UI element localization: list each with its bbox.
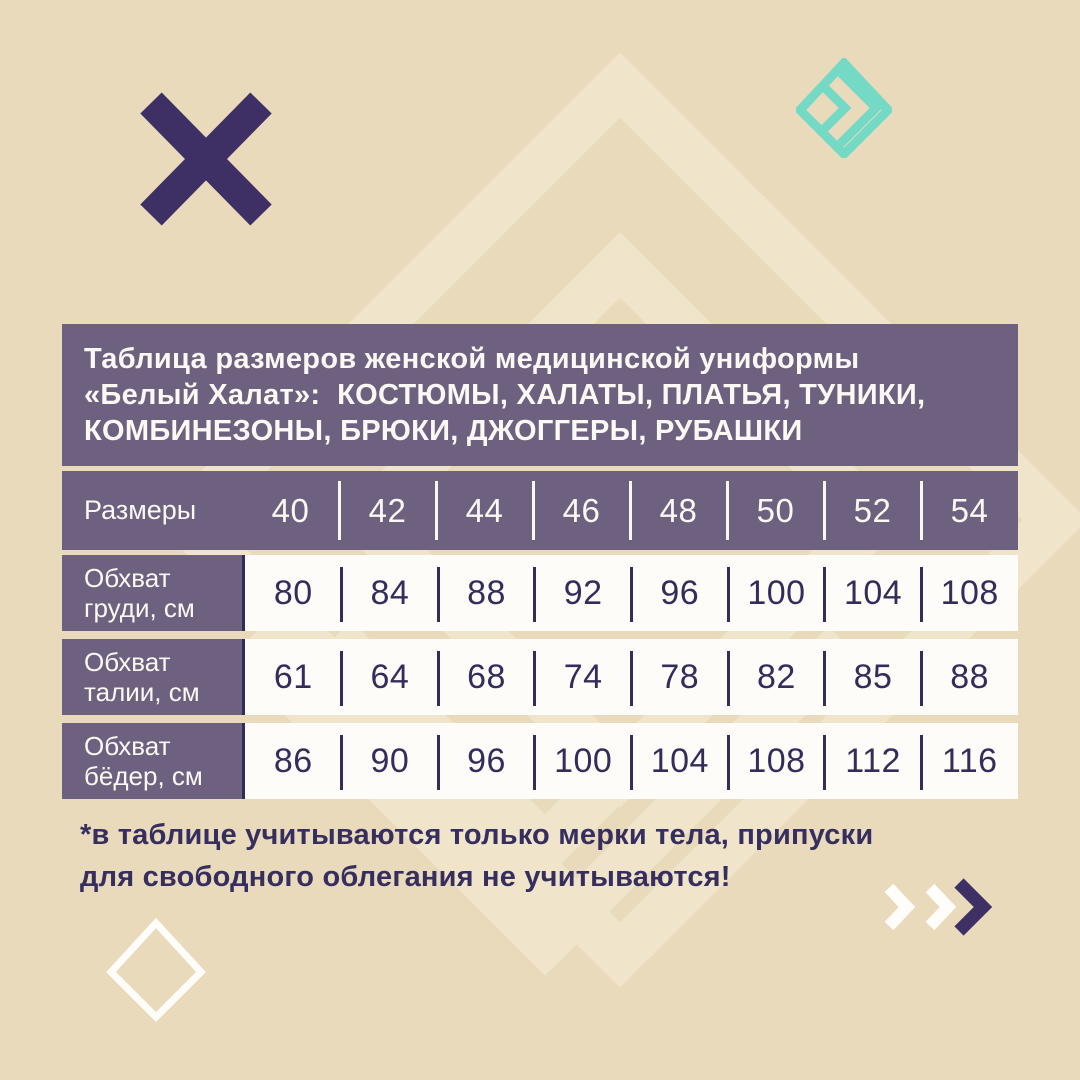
chest-measurement-row: Обхват груди, см 80 84 88 92 96 100 104 … — [62, 555, 1018, 631]
value-cell: 86 — [273, 741, 313, 780]
row-label-waist: Обхват талии, см — [62, 639, 242, 715]
footnote-line-2: для свободного облегания не учитываются! — [80, 861, 731, 893]
row-label-hips: Обхват бёдер, см — [62, 723, 242, 799]
value-cell: 82 — [726, 639, 825, 715]
size-cell: 42 — [337, 471, 436, 550]
size-cell: 46 — [531, 471, 630, 550]
title-line-1: Таблица размеров женской медицинской уни… — [84, 343, 860, 375]
hips-cells: 86 90 96 100 104 108 112 116 — [242, 723, 1018, 799]
row-label-line: Обхват — [84, 563, 171, 593]
value-cell: 92 — [533, 555, 632, 631]
row-label-line: бёдер, см — [84, 761, 203, 791]
row-label-line: груди, см — [84, 593, 195, 623]
hips-measurement-row: Обхват бёдер, см 86 90 96 100 104 108 11… — [62, 723, 1018, 799]
waist-cells: 61 64 68 74 78 82 85 88 — [242, 639, 1018, 715]
value-cell: 88 — [919, 639, 1018, 715]
value-cell: 74 — [533, 639, 632, 715]
title-panel: Таблица размеров женской медицинской уни… — [62, 324, 1018, 466]
size-cell: 48 — [628, 471, 727, 550]
size-cell: 40 — [271, 491, 310, 529]
footnote: *в таблице учитываются только мерки тела… — [80, 814, 873, 898]
x-mark-icon — [140, 92, 272, 226]
size-cell: 50 — [725, 471, 824, 550]
size-cell: 44 — [434, 471, 533, 550]
row-label-chest: Обхват груди, см — [62, 555, 242, 631]
sizes-label: Размеры — [84, 495, 197, 525]
size-cell: 54 — [919, 471, 1018, 550]
value-cell: 84 — [340, 555, 439, 631]
diamond-outline-icon — [106, 918, 206, 1022]
chest-cells: 80 84 88 92 96 100 104 108 — [242, 555, 1018, 631]
value-cell: 104 — [630, 723, 729, 799]
size-cell: 52 — [822, 471, 921, 550]
value-cell: 108 — [726, 723, 825, 799]
value-cell: 108 — [919, 555, 1018, 631]
footnote-line-1: *в таблице учитываются только мерки тела… — [80, 819, 874, 851]
value-cell: 78 — [630, 639, 729, 715]
value-cell: 68 — [436, 639, 535, 715]
value-cell: 90 — [340, 723, 439, 799]
value-cell: 116 — [919, 723, 1018, 799]
value-cell: 96 — [630, 555, 729, 631]
value-cell: 104 — [823, 555, 922, 631]
triple-chevron-icon — [884, 878, 993, 936]
value-cell: 96 — [436, 723, 535, 799]
value-cell: 85 — [823, 639, 922, 715]
row-label-line: Обхват — [84, 647, 171, 677]
value-cell: 61 — [273, 657, 313, 696]
value-cell: 80 — [273, 573, 313, 612]
value-cell: 100 — [726, 555, 825, 631]
row-label-line: Обхват — [84, 731, 171, 761]
sizes-cells: 40 42 44 46 48 50 52 54 — [242, 471, 1018, 550]
row-label-line: талии, см — [84, 677, 200, 707]
value-cell: 112 — [823, 723, 922, 799]
value-cell: 64 — [340, 639, 439, 715]
title-line-3: КОМБИНЕЗОНЫ, БРЮКИ, ДЖОГГЕРЫ, РУБАШКИ — [84, 415, 803, 447]
value-cell: 100 — [533, 723, 632, 799]
sizes-header-row: Размеры 40 42 44 46 48 50 52 54 — [62, 471, 1018, 550]
waist-measurement-row: Обхват талии, см 61 64 68 74 78 82 85 88 — [62, 639, 1018, 715]
value-cell: 88 — [436, 555, 535, 631]
diamond-chevron-logo-icon — [796, 58, 892, 158]
title-line-2: «Белый Халат»: КОСТЮМЫ, ХАЛАТЫ, ПЛАТЬЯ, … — [84, 379, 926, 411]
